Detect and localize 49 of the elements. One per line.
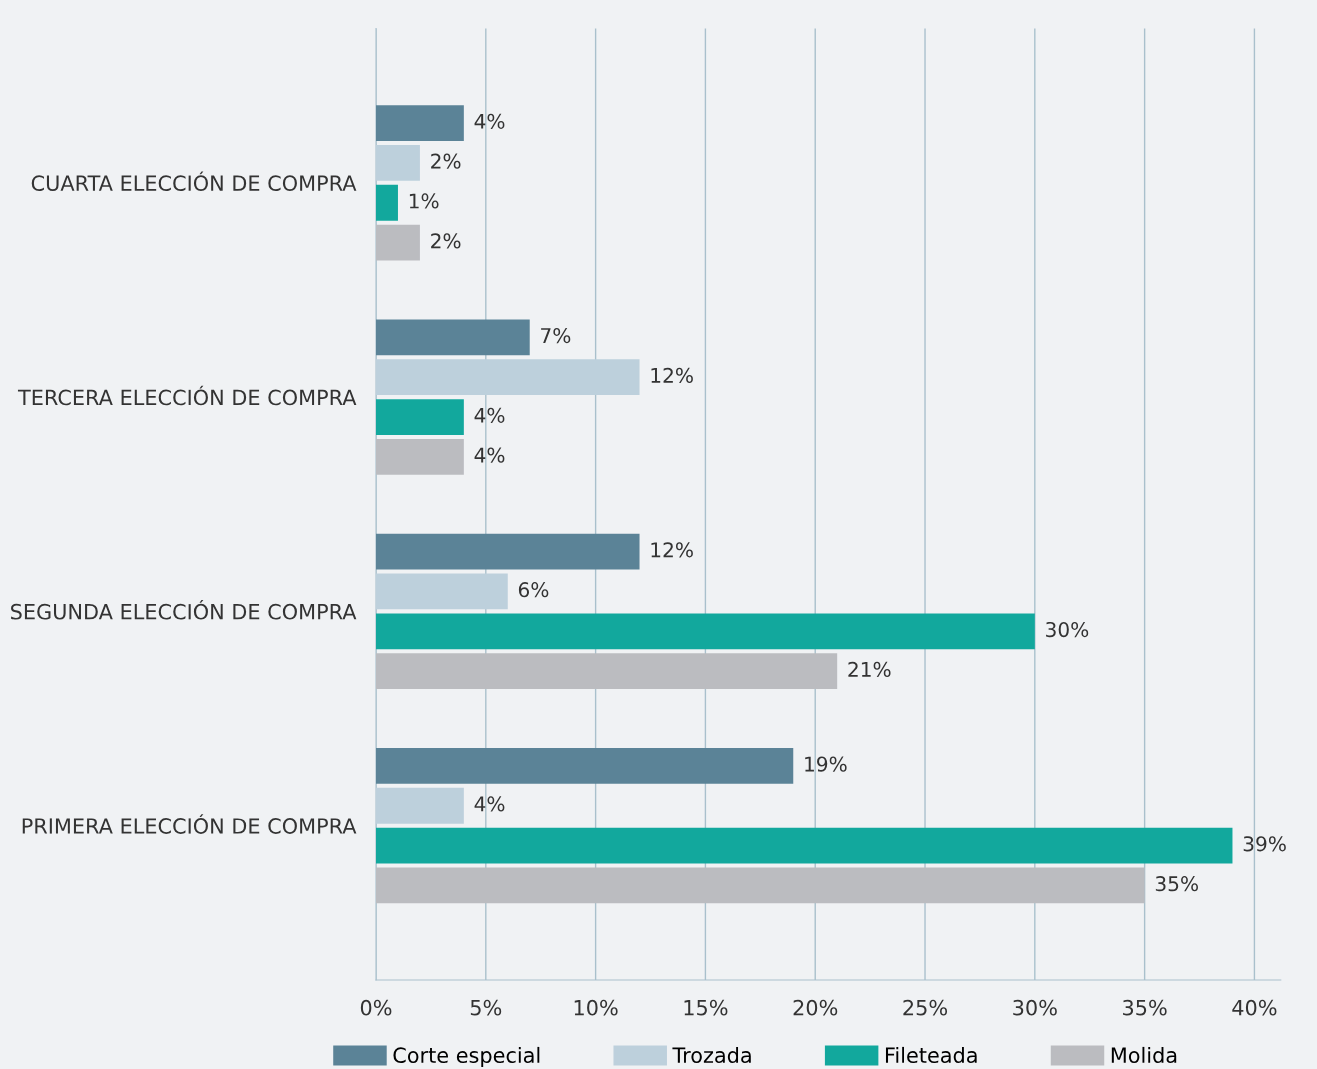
data-label: 39%: [1243, 836, 1286, 852]
y-tick-label: PRIMERA ELECCIÓN DE COMPRA: [22, 814, 357, 834]
bar: [376, 573, 508, 610]
x-tick-label: 40%: [1232, 999, 1277, 1016]
data-label: 4%: [474, 113, 505, 129]
data-label: 35%: [1155, 876, 1198, 892]
legend-label: Corte especial: [393, 1046, 540, 1068]
data-label: 21%: [848, 661, 891, 678]
data-label: 1%: [409, 193, 439, 209]
legend-label: Fileteada: [885, 1046, 977, 1064]
bar: [376, 827, 1233, 864]
x-tick-label: 20%: [793, 999, 838, 1016]
bar: [376, 399, 464, 435]
data-label: 2%: [431, 153, 461, 169]
data-label: 6%: [518, 582, 549, 598]
legend-label: Molida: [1111, 1046, 1177, 1064]
x-tick-label: 25%: [903, 999, 948, 1016]
bar: [376, 787, 464, 824]
data-label: 30%: [1046, 621, 1089, 638]
bar: [376, 653, 838, 690]
data-label: 2%: [431, 233, 461, 249]
bar: [376, 533, 640, 570]
bar: [376, 224, 420, 261]
bar: [376, 145, 420, 181]
bar: [376, 439, 464, 475]
x-tick-label: 30%: [1013, 999, 1057, 1016]
legend-label: Trozada: [672, 1046, 751, 1064]
data-label: 4%: [474, 447, 505, 463]
data-label: 19%: [805, 756, 847, 772]
data-label: 12%: [651, 542, 693, 558]
data-label: 4%: [474, 407, 505, 423]
y-tick-label: SEGUNDA ELECCIÓN DE COMPRA: [11, 600, 357, 620]
bar: [376, 319, 530, 356]
x-tick-label: 10%: [574, 999, 618, 1016]
bar: [376, 105, 464, 141]
x-tick-label: 35%: [1123, 999, 1167, 1016]
bar: [376, 613, 1035, 650]
data-label: 12%: [651, 367, 693, 384]
bar: [376, 184, 398, 221]
data-label: 4%: [474, 796, 505, 812]
x-tick-label: 15%: [684, 999, 728, 1016]
y-tick-label: TERCERA ELECCIÓN DE COMPRA: [17, 385, 357, 406]
data-label: 7%: [541, 327, 571, 344]
x-tick-label: 0%: [360, 999, 392, 1016]
bar: [376, 359, 640, 396]
bar: [376, 747, 794, 784]
y-tick-label: CUARTA ELECCIÓN DE COMPRA: [31, 171, 357, 192]
x-tick-label: 5%: [470, 999, 502, 1016]
bar: [376, 867, 1145, 904]
